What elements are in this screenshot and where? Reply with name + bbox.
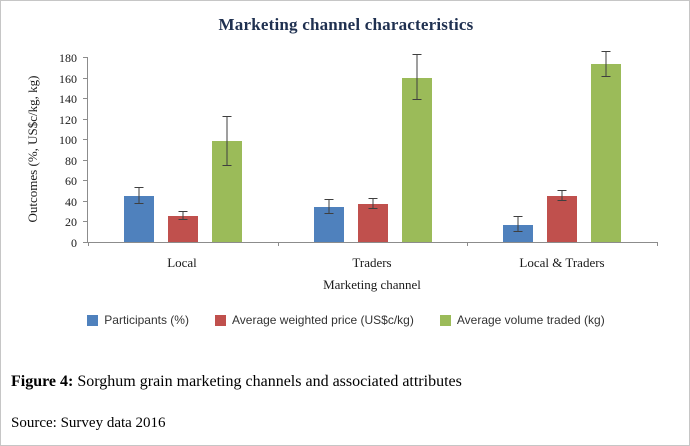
error-bar	[328, 199, 329, 215]
legend-item-participants: Participants (%)	[87, 313, 189, 327]
y-tick-mark	[83, 57, 87, 58]
legend-swatch	[439, 314, 451, 326]
legend-label: Average weighted price (US$c/kg)	[231, 313, 414, 327]
y-tick-label: 140	[59, 92, 77, 107]
error-bar-cap	[601, 50, 611, 52]
error-bar-cap	[134, 186, 144, 188]
bar-average-weighted-price-us-c-kg-local-traders	[547, 195, 578, 242]
y-tick-mark	[83, 139, 87, 141]
bar-holder	[401, 53, 432, 242]
x-category-label-local-traders: Local & Traders	[519, 255, 605, 270]
error-bar	[416, 54, 417, 101]
y-tick-label: 80	[65, 153, 77, 168]
y-tick-label: 60	[65, 174, 77, 189]
error-bar-cap	[324, 213, 333, 215]
bar-holder	[313, 198, 344, 242]
bar-group-local-traders	[467, 50, 657, 242]
chart-title: Marketing channel characteristics	[218, 15, 474, 34]
error-bar	[605, 51, 607, 77]
y-tick-label: 0	[71, 236, 77, 250]
y-tick-mark	[83, 221, 87, 223]
error-bar-cap	[412, 99, 421, 101]
x-tick-mark	[88, 242, 89, 246]
bar-chart: Marketing channel characteristics Outcom…	[1, 1, 689, 353]
bar-average-weighted-price-us-c-kg-traders	[357, 203, 388, 242]
error-bar-cap	[134, 202, 144, 204]
legend-item-average-volume-traded-kg: Average volume traded (kg)	[439, 313, 605, 327]
error-bar-cap	[368, 197, 377, 199]
bar-holder	[503, 216, 534, 242]
legend-swatch	[214, 314, 226, 326]
error-bar-cap	[513, 216, 523, 218]
chart-legend: Participants (%) Average weighted price (…	[1, 313, 689, 327]
error-bar-cap	[324, 198, 333, 200]
error-bar-cap	[557, 199, 567, 201]
x-axis-title: Marketing channel	[323, 277, 421, 292]
bar-group-traders	[278, 53, 468, 242]
y-axis-title: Outcomes (%, US$c/kg, kg)	[25, 75, 40, 223]
error-bar	[226, 116, 228, 166]
x-tick-mark	[277, 242, 279, 246]
y-tick-label: 120	[59, 112, 77, 127]
error-bar-cap	[178, 211, 188, 213]
source-note: Source: Survey data 2016	[11, 415, 166, 431]
figure-caption-label: Figure 4:	[11, 373, 74, 390]
legend-item-average-weighted-price-us-c-kg: Average weighted price (US$c/kg)	[214, 313, 414, 327]
bar-participants-local-traders	[503, 224, 534, 242]
x-tick-mark	[657, 242, 658, 246]
y-tick-mark	[83, 200, 87, 202]
error-bar	[182, 212, 184, 221]
error-bar-cap	[222, 115, 232, 117]
bar-holder	[123, 186, 154, 242]
bar-group-local	[88, 57, 278, 242]
error-bar-cap	[412, 53, 421, 55]
error-bar-cap	[222, 164, 232, 166]
legend-label: Average volume traded (kg)	[456, 313, 605, 327]
figure-caption-text: Sorghum grain marketing channels and ass…	[73, 373, 462, 390]
bar-average-volume-traded-kg-traders	[401, 77, 432, 242]
bar-holder	[357, 197, 388, 242]
bar-holder	[591, 50, 622, 242]
y-tick-mark	[83, 77, 87, 79]
bar-holder	[167, 211, 198, 242]
y-axis: 0 20 40 60 80 100 120 140 160 180	[45, 51, 87, 250]
legend-swatch	[87, 314, 99, 326]
y-tick-label: 20	[65, 215, 77, 230]
figure-caption: Figure 4: Sorghum grain marketing channe…	[11, 373, 462, 391]
bar-average-weighted-price-us-c-kg-local	[167, 216, 198, 242]
y-tick-mark	[83, 159, 87, 161]
y-tick-mark	[83, 180, 87, 182]
legend-label: Participants (%)	[104, 313, 189, 327]
y-tick-label: 160	[59, 71, 77, 86]
x-category-label-traders: Traders	[352, 255, 392, 270]
y-tick-label: 180	[59, 51, 77, 65]
error-bar	[517, 217, 519, 232]
error-bar-cap	[513, 230, 523, 232]
bar-holder	[211, 115, 242, 242]
bar-holder	[547, 189, 578, 242]
x-axis-category-labels: Local Traders Local & Traders	[87, 255, 657, 271]
error-bar	[372, 198, 373, 210]
error-bar-cap	[557, 189, 567, 191]
y-tick-mark	[83, 98, 87, 100]
plot-area	[87, 50, 658, 246]
bar-average-volume-traded-kg-local-traders	[591, 64, 622, 242]
x-tick-mark	[467, 242, 469, 246]
y-tick-label: 100	[59, 133, 77, 148]
plot-wrap: 0 20 40 60 80 100 120 140 160 180	[59, 50, 658, 250]
y-tick-mark	[83, 242, 87, 243]
y-tick-mark	[83, 118, 87, 120]
error-bar-cap	[178, 219, 188, 221]
x-category-label-local: Local	[167, 255, 197, 270]
error-bar-cap	[368, 208, 377, 210]
error-bar	[138, 187, 140, 204]
error-bar-cap	[601, 75, 611, 77]
y-tick-label: 40	[65, 194, 77, 209]
error-bar	[561, 190, 563, 201]
